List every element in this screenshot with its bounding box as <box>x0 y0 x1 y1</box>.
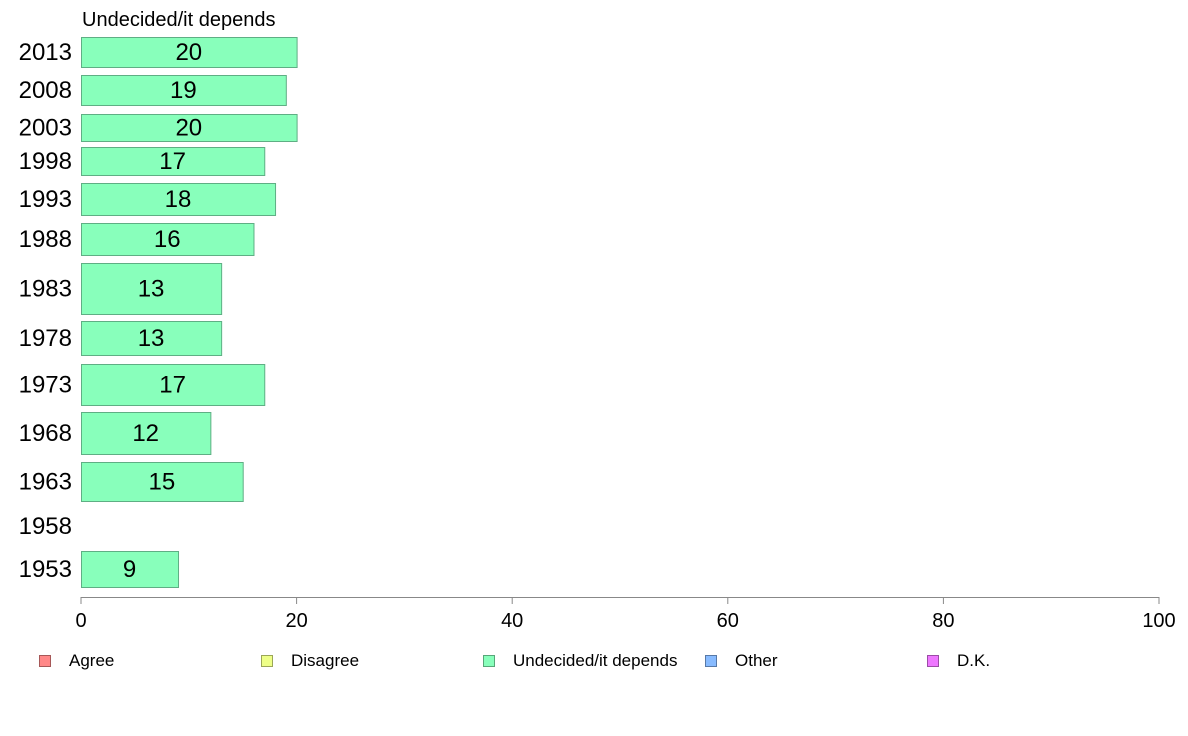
bar-1978 <box>81 321 223 356</box>
legend-label: Disagree <box>291 651 360 670</box>
bar-value-label-2013: 20 <box>175 39 202 66</box>
legend-swatch <box>927 655 939 667</box>
bar-1973 <box>81 364 266 406</box>
year-label-1998: 1998 <box>19 148 72 175</box>
x-axis: 0 20 40 60 80 100 <box>75 597 1176 632</box>
bar-value-label-1973: 17 <box>159 372 186 399</box>
year-label-1988: 1988 <box>19 226 72 253</box>
bar-2008 <box>81 75 287 106</box>
year-label-1968: 1968 <box>19 420 72 447</box>
year-label-2003: 2003 <box>19 115 72 142</box>
year-label-1953: 1953 <box>19 556 72 583</box>
legend-label: Undecided/it depends <box>513 651 678 670</box>
bar-1983 <box>81 263 223 315</box>
bar-value-label-1988: 16 <box>154 226 181 253</box>
legend-swatch <box>705 655 717 667</box>
x-tick-label-0: 0 <box>75 610 86 632</box>
legend: Agree Disagree Undecided/it depends Other D.… <box>0 650 1188 674</box>
bar-1988 <box>81 223 255 256</box>
legend-item-other: Other <box>705 650 778 672</box>
x-tick-label-40: 40 <box>501 610 523 632</box>
year-label-1958: 1958 <box>19 513 72 540</box>
year-label-2013: 2013 <box>19 39 72 66</box>
x-tick-label-20: 20 <box>285 610 307 632</box>
bar-value-label-1968: 12 <box>132 420 159 447</box>
bar-1968 <box>81 412 212 455</box>
bar-value-label-1953: 9 <box>123 556 136 583</box>
bar-value-label-1978: 13 <box>138 325 165 352</box>
bar-1998 <box>81 147 266 176</box>
legend-swatch <box>39 655 51 667</box>
legend-swatch <box>483 655 495 667</box>
year-label-1978: 1978 <box>19 325 72 352</box>
year-labels-group: 2013 2008 2003 1998 1993 1988 1983 1978 1973 1968… <box>19 39 72 583</box>
year-label-1983: 1983 <box>19 276 72 303</box>
bar-1963 <box>81 462 244 502</box>
legend-item-disagree: Disagree <box>261 650 359 672</box>
legend-label: D.K. <box>957 651 991 670</box>
x-tick-label-60: 60 <box>717 610 739 632</box>
year-label-1993: 1993 <box>19 186 72 213</box>
bar-chart: Undecided/it depends 2019201718161313171… <box>19 9 1176 632</box>
legend-label: Agree <box>69 651 115 670</box>
year-label-1973: 1973 <box>19 372 72 399</box>
bar-value-label-2003: 20 <box>175 115 202 142</box>
year-label-2008: 2008 <box>19 77 72 104</box>
bar-value-label-2008: 19 <box>170 77 197 104</box>
x-tick-label-80: 80 <box>932 610 954 632</box>
legend-item-undecided-it-depends: Undecided/it depends <box>483 650 677 672</box>
x-tick-label-100: 100 <box>1142 610 1175 632</box>
year-label-1963: 1963 <box>19 469 72 496</box>
bar-2013 <box>81 37 298 68</box>
bar-1953 <box>81 551 180 588</box>
bar-value-label-1998: 17 <box>159 148 186 175</box>
bar-2003 <box>81 114 298 142</box>
bar-1993 <box>81 183 277 216</box>
legend-label: Other <box>735 651 778 670</box>
legend-item-agree: Agree <box>39 650 114 672</box>
legend-swatch <box>261 655 273 667</box>
legend-item-d-k: D.K. <box>927 650 990 672</box>
bar-value-label-1983: 13 <box>138 276 165 303</box>
bar-value-label-1993: 18 <box>165 186 192 213</box>
bar-value-label-1963: 15 <box>148 469 175 496</box>
chart-title: Undecided/it depends <box>82 9 275 31</box>
